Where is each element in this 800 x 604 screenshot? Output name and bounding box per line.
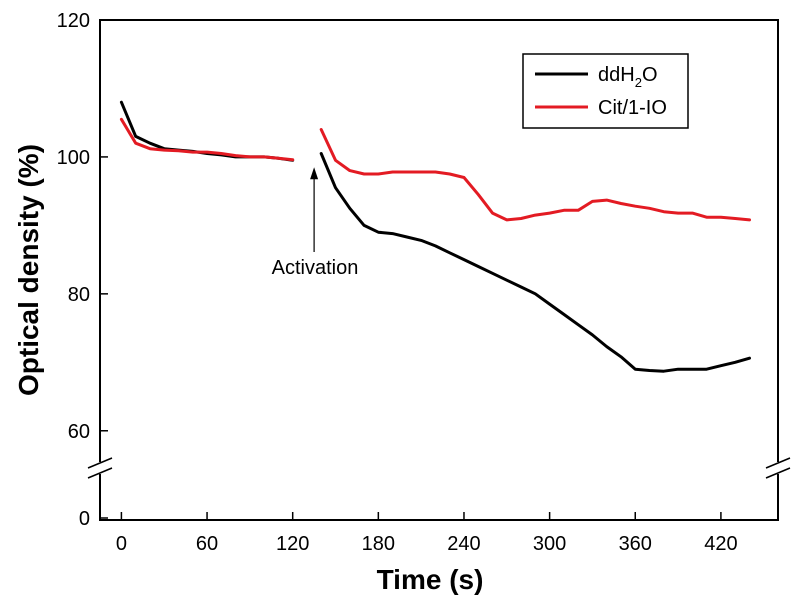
legend-label-ddh2o: ddH2O [598, 64, 658, 90]
x-tick-label: 0 [116, 533, 127, 555]
series-line-cit-1-io-segment-2 [319, 128, 751, 222]
legend: ddH2O Cit/1-IO [522, 53, 689, 129]
x-tick-label: 180 [362, 533, 395, 555]
axis-break-slash-right-lower [765, 467, 791, 479]
activation-arrow-head [310, 167, 319, 180]
legend-label-cit-1-io: Cit/1-IO [598, 97, 667, 119]
plot-frame [99, 19, 779, 521]
y-tick-label: 80 [68, 284, 90, 306]
x-tick-label: 60 [196, 533, 218, 555]
axis-break-slash-left-lower [87, 467, 113, 479]
x-tick-label: 420 [704, 533, 737, 555]
activation-label: Activation [272, 257, 359, 279]
axis-layer: 0 60 120 180 240 300 360 420 60 80 100 120 0 [57, 10, 738, 555]
axis-break-marks [87, 457, 791, 479]
x-tick-label: 300 [533, 533, 566, 555]
activation-annotation: Activation [272, 167, 359, 279]
y-tick-label: 100 [57, 147, 90, 169]
series-line-ddh2o-segment-2 [319, 152, 751, 373]
y-tick-label-zero: 0 [79, 508, 90, 530]
x-tick-label: 120 [276, 533, 309, 555]
x-tick-label: 360 [619, 533, 652, 555]
series-line-cit-1-io-segment-1 [119, 117, 295, 162]
legend-box [522, 53, 689, 129]
axis-break-slash-left-upper [87, 457, 113, 469]
y-axis-title: Optical density (%) [13, 144, 44, 396]
axis-break-gap-right [775, 462, 781, 474]
axis-break-gap-left [97, 462, 103, 474]
x-tick-label: 240 [447, 533, 480, 555]
x-axis-title: Time (s) [377, 564, 484, 595]
y-tick-label: 120 [57, 10, 90, 32]
y-tick-label: 60 [68, 421, 90, 443]
series-layer [119, 100, 751, 373]
axis-break-slash-right-upper [765, 457, 791, 469]
